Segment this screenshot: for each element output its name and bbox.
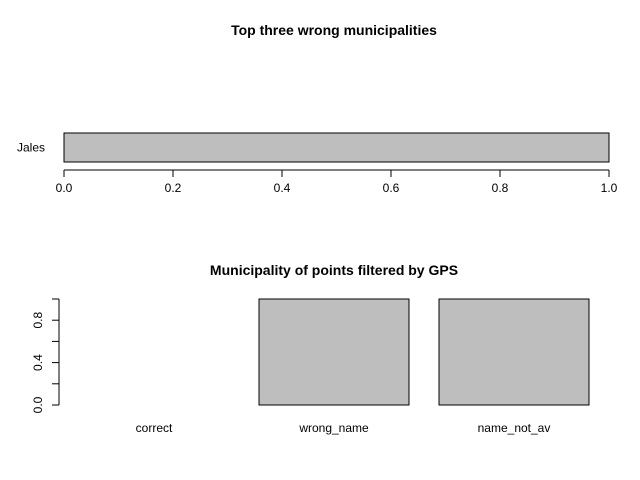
chart2-y-tick-label: 0.4 [31, 354, 45, 371]
chart2-bar [258, 298, 410, 406]
chart-top-wrong-municipalities: Top three wrong municipalities Jales 0.0… [17, 22, 618, 195]
chart1-title: Top three wrong municipalities [231, 22, 437, 38]
chart1-x-tick-label: 0.4 [274, 181, 291, 195]
chart2-y-tick-label: 0.8 [31, 312, 45, 329]
chart1-category-label: Jales [17, 141, 45, 155]
chart2-category-label: correct [136, 421, 173, 435]
chart1-x-tick-label: 0.8 [492, 181, 509, 195]
chart2-y-tick-label: 0.0 [31, 396, 45, 413]
chart-municipality-gps: Municipality of points filtered by GPS 0… [31, 262, 590, 435]
chart1-x-tick-label: 0.6 [383, 181, 400, 195]
chart1-bar [63, 132, 610, 163]
chart1-x-tick-label: 0.0 [56, 181, 73, 195]
chart1-x-tick-label: 1.0 [601, 181, 618, 195]
chart2-category-label: name_not_av [478, 421, 551, 435]
chart2-bar [438, 298, 590, 406]
chart2-category-label: wrong_name [298, 421, 369, 435]
chart2-title: Municipality of points filtered by GPS [210, 262, 458, 278]
chart1-x-tick-label: 0.2 [165, 181, 182, 195]
